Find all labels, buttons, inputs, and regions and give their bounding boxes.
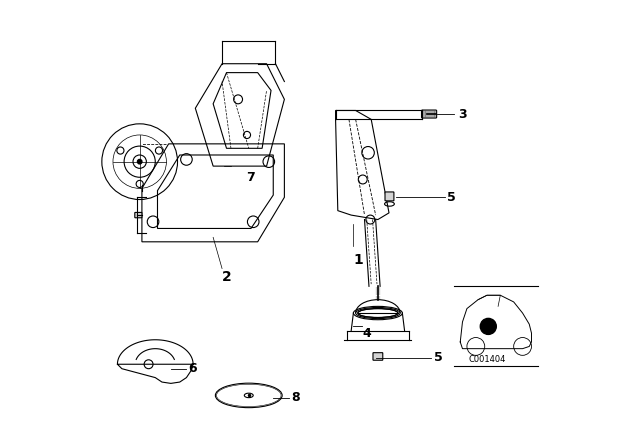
Text: 1: 1 bbox=[353, 253, 363, 267]
FancyBboxPatch shape bbox=[422, 110, 436, 118]
Circle shape bbox=[138, 159, 142, 164]
FancyBboxPatch shape bbox=[373, 353, 383, 360]
FancyBboxPatch shape bbox=[135, 212, 142, 218]
FancyBboxPatch shape bbox=[385, 192, 394, 201]
Text: 4: 4 bbox=[362, 327, 371, 340]
Text: C001404: C001404 bbox=[468, 355, 506, 364]
Text: 3: 3 bbox=[458, 108, 467, 121]
Text: 8: 8 bbox=[291, 391, 300, 404]
Text: 6: 6 bbox=[189, 362, 197, 375]
Text: 5: 5 bbox=[447, 191, 456, 204]
Text: 2: 2 bbox=[222, 271, 232, 284]
Text: 7: 7 bbox=[246, 171, 255, 184]
Text: 5: 5 bbox=[433, 351, 442, 364]
Circle shape bbox=[480, 319, 496, 334]
